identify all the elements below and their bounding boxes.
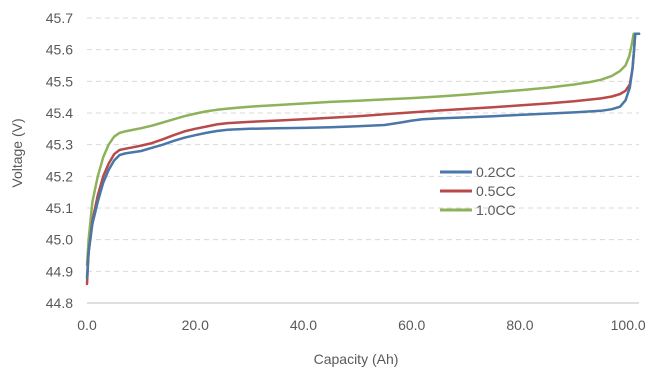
- legend-label: 0.5CC: [476, 183, 516, 199]
- y-tick-label: 45.1: [46, 200, 73, 216]
- x-tick-label: 60.0: [398, 317, 425, 333]
- series-lines: [85, 32, 641, 286]
- y-tick-label: 45.0: [46, 232, 73, 248]
- series-line-1-0cc: [85, 32, 641, 267]
- series-line-0-2cc: [85, 32, 641, 279]
- x-axis-title: Capacity (Ah): [314, 351, 399, 367]
- legend-item: 0.2CC: [440, 164, 516, 180]
- x-tick-label: 0.0: [77, 317, 97, 333]
- y-tick-label: 45.3: [46, 137, 73, 153]
- y-tick-label: 44.9: [46, 263, 73, 279]
- series-line-0-5cc: [85, 32, 641, 286]
- y-tick-label: 44.8: [46, 295, 73, 311]
- legend-item: 1.0CC: [440, 202, 516, 218]
- y-tick-label: 45.4: [46, 105, 73, 121]
- y-tick-label: 45.6: [46, 42, 73, 58]
- legend-label: 1.0CC: [476, 202, 516, 218]
- gridlines: [87, 17, 639, 272]
- y-tick-label: 45.5: [46, 73, 73, 89]
- y-axis-title: Voltage (V): [9, 118, 25, 187]
- x-tick-label: 80.0: [506, 317, 533, 333]
- x-tick-labels: 0.0 20.0 40.0 60.0 80.0 100.0: [77, 317, 646, 333]
- legend-item: 0.5CC: [440, 183, 516, 199]
- y-tick-labels: 44.8 44.9 45.0 45.1 45.2 45.3 45.4 45.5 45.6 45.7: [46, 10, 73, 311]
- x-tick-label: 40.0: [290, 317, 317, 333]
- y-tick-label: 45.2: [46, 168, 73, 184]
- x-tick-label: 100.0: [611, 317, 646, 333]
- x-tick-label: 20.0: [182, 317, 209, 333]
- legend: 0.2CC 0.5CC 1.0CC: [440, 164, 516, 218]
- legend-label: 0.2CC: [476, 164, 516, 180]
- y-tick-label: 45.7: [46, 10, 73, 26]
